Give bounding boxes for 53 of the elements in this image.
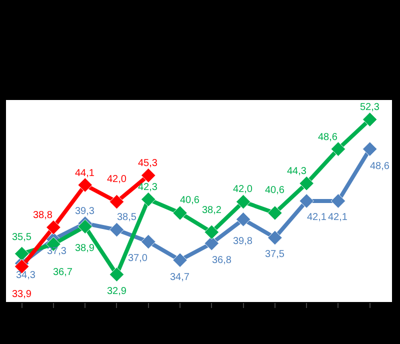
point	[268, 206, 282, 220]
point	[299, 176, 314, 191]
data-label: 45,3	[138, 158, 158, 169]
data-label: 42,0	[107, 174, 127, 185]
point	[236, 194, 251, 210]
data-label: 38,9	[75, 243, 95, 254]
data-label: 37,5	[265, 249, 285, 260]
data-label: 42,1	[307, 212, 327, 223]
data-label: 35,5	[12, 232, 32, 243]
point	[140, 234, 156, 250]
data-label: 38,2	[202, 205, 222, 216]
data-label: 32,9	[107, 286, 127, 297]
data-label: 44,3	[287, 166, 307, 177]
data-label: 38,8	[33, 210, 53, 221]
data-label: 33,9	[12, 289, 32, 300]
data-label: 42,1	[328, 212, 348, 223]
data-label: 39,3	[75, 206, 95, 217]
data-label: 42,3	[138, 182, 158, 193]
point	[236, 212, 251, 227]
data-label: 36,7	[53, 267, 73, 278]
point	[330, 194, 346, 208]
data-label: 44,1	[75, 168, 95, 179]
data-label: 40,6	[180, 195, 200, 206]
data-label: 34,7	[170, 272, 190, 283]
data-label: 48,6	[318, 132, 338, 143]
point	[268, 230, 282, 246]
data-label: 52,3	[360, 102, 380, 113]
data-label: 37,0	[128, 253, 148, 264]
data-label: 39,8	[233, 236, 253, 247]
point	[109, 267, 124, 282]
point	[172, 206, 188, 220]
point	[109, 194, 124, 210]
point	[172, 252, 188, 268]
data-label: 40,6	[265, 185, 285, 196]
point	[299, 194, 314, 208]
point	[46, 220, 61, 235]
point	[78, 219, 92, 234]
point	[362, 112, 378, 127]
point	[204, 224, 220, 240]
point	[78, 178, 92, 192]
point	[362, 142, 378, 156]
point	[109, 222, 124, 238]
data-label: 34,3	[16, 270, 36, 281]
point	[14, 246, 30, 262]
data-label: 42,0	[233, 184, 253, 195]
data-label: 36,8	[212, 255, 232, 266]
point	[204, 236, 220, 251]
data-label: 37,3	[47, 246, 67, 257]
point	[140, 168, 156, 183]
data-label: 48,6	[370, 161, 390, 172]
data-label: 38,5	[117, 212, 137, 223]
point	[330, 142, 346, 156]
point	[140, 192, 156, 207]
